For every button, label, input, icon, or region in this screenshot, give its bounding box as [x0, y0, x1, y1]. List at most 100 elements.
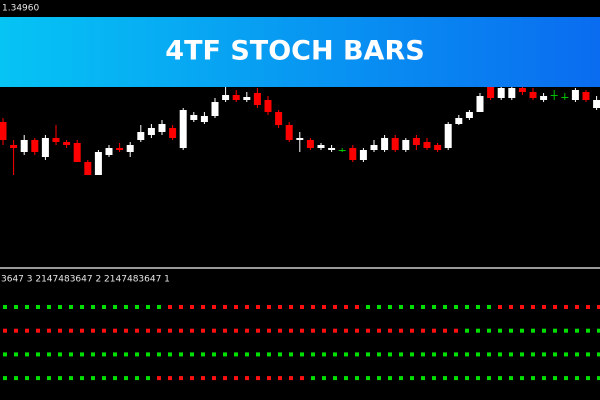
signal-dot	[575, 305, 579, 309]
signal-dot	[245, 328, 249, 333]
signal-dot	[113, 376, 117, 381]
signal-dot	[234, 305, 238, 309]
signal-dot	[223, 376, 227, 381]
candle-body	[275, 112, 283, 125]
signal-dot	[355, 328, 359, 333]
signal-dot	[531, 352, 535, 357]
signal-dot	[69, 376, 73, 381]
signal-dot	[212, 376, 216, 381]
signal-dot	[157, 328, 161, 333]
price-label: 1.34960	[2, 4, 39, 14]
signal-dot	[278, 328, 282, 333]
signal-dot	[300, 352, 304, 357]
signal-dot	[278, 352, 282, 357]
candle-body	[540, 96, 548, 100]
candle-body	[126, 145, 134, 152]
signal-dot	[234, 328, 238, 333]
candle-body	[116, 148, 124, 150]
signal-dot	[289, 376, 293, 381]
chart-title: 4TF STOCH BARS	[165, 36, 424, 67]
candle-body	[328, 148, 336, 150]
candle-body	[487, 86, 495, 98]
candle-body	[20, 140, 28, 152]
signal-dot	[146, 376, 150, 381]
signal-dot	[597, 352, 600, 357]
signal-dot	[465, 305, 469, 309]
signal-dot	[509, 352, 513, 357]
candle-body	[31, 140, 39, 152]
signal-dot	[124, 328, 128, 333]
candle-body	[508, 88, 516, 98]
candle-body	[147, 128, 155, 135]
signal-dot	[410, 376, 414, 381]
signal-dot	[344, 328, 348, 333]
signal-dot	[553, 376, 557, 381]
candle-body	[561, 97, 569, 98]
signal-dot	[344, 305, 348, 309]
signal-dot	[410, 352, 414, 357]
candle-body	[497, 88, 505, 98]
signal-dot	[102, 376, 106, 381]
signal-dot	[124, 376, 128, 381]
signal-dot	[311, 305, 315, 309]
signal-dot	[542, 328, 546, 333]
signal-dot	[597, 376, 600, 381]
signal-dot	[245, 376, 249, 381]
signal-dot	[465, 328, 469, 333]
signal-dot	[531, 305, 535, 309]
signal-dot	[47, 352, 51, 357]
signal-dot	[377, 352, 381, 357]
signal-dot	[14, 376, 18, 381]
signal-dot	[432, 352, 436, 357]
candle-body	[359, 150, 367, 160]
signal-dot	[3, 376, 7, 381]
signal-dot	[80, 328, 84, 333]
signal-dot	[520, 376, 524, 381]
signal-dot	[432, 328, 436, 333]
candle-body	[317, 145, 325, 148]
signal-dot	[421, 376, 425, 381]
signal-dot	[553, 328, 557, 333]
signal-dot	[234, 376, 238, 381]
signal-dot	[344, 352, 348, 357]
signal-dot	[421, 328, 425, 333]
candle-body	[0, 122, 7, 140]
signal-dot	[322, 328, 326, 333]
signal-dot	[201, 305, 205, 309]
signal-dot	[168, 305, 172, 309]
signal-dot	[58, 328, 62, 333]
candle-body	[73, 143, 81, 162]
signal-dot	[135, 352, 139, 357]
signal-dot	[102, 328, 106, 333]
signal-dot	[234, 352, 238, 357]
signal-dot	[410, 305, 414, 309]
candle-body	[370, 145, 378, 150]
signal-dot	[509, 305, 513, 309]
signal-dot	[36, 352, 40, 357]
signal-dot	[454, 376, 458, 381]
signal-dot	[333, 328, 337, 333]
signal-dot	[542, 376, 546, 381]
signal-dot	[443, 352, 447, 357]
candle-body	[412, 138, 420, 145]
signal-dot	[498, 352, 502, 357]
signal-dot	[69, 305, 73, 309]
candle-body	[582, 92, 590, 100]
signal-dot	[278, 305, 282, 309]
signal-dot	[311, 352, 315, 357]
signal-dot	[366, 376, 370, 381]
signal-dot	[421, 352, 425, 357]
signal-dot	[553, 305, 557, 309]
candle-body	[243, 97, 251, 100]
candle-body	[402, 140, 410, 150]
signal-dot	[476, 328, 480, 333]
signal-dot	[322, 305, 326, 309]
signal-dot	[399, 376, 403, 381]
candle-body	[455, 118, 463, 124]
signal-dot	[454, 305, 458, 309]
signal-dot	[168, 352, 172, 357]
signal-dot	[421, 305, 425, 309]
signal-dot	[157, 376, 161, 381]
signal-dot	[201, 328, 205, 333]
indicator-label: 3647 3 2147483647 2 2147483647 1	[1, 275, 170, 285]
